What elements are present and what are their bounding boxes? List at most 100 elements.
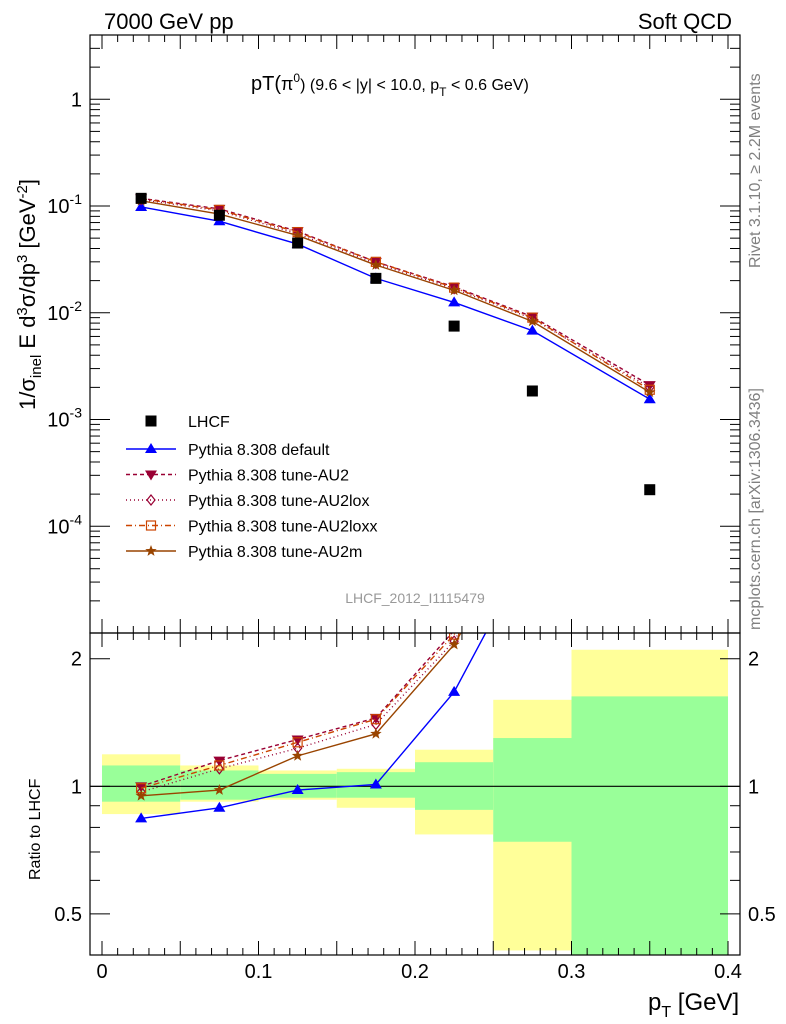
series-point-2-4 xyxy=(449,282,459,295)
data-point-2 xyxy=(292,237,304,249)
data-point-4 xyxy=(448,320,460,332)
legend-marker-4 xyxy=(145,545,157,556)
series-point-0-0 xyxy=(135,200,148,211)
legend-marker-3 xyxy=(145,520,157,531)
ratio-point-3-3 xyxy=(370,714,381,725)
ratio-series-4 xyxy=(135,633,462,801)
legend-label-0: Pythia 8.308 default xyxy=(188,442,330,459)
series-point-1-6 xyxy=(643,381,656,392)
x-tick-label: 0.4 xyxy=(714,961,742,983)
data-point-1 xyxy=(213,209,225,221)
legend-marker-0 xyxy=(145,443,157,453)
ratio-point-4-2 xyxy=(291,749,304,761)
legend-label-1: Pythia 8.308 tune-AU2 xyxy=(188,468,349,485)
rivet-version-label: Rivet 3.1.10, ≥ 2.2M events xyxy=(747,73,764,268)
series-line-4 xyxy=(141,200,651,393)
ratio-line-2 xyxy=(140,633,460,793)
ratio-tick-label-right: 0.5 xyxy=(748,904,776,926)
ratio-point-4-3 xyxy=(370,727,382,739)
ratio-point-3-1 xyxy=(214,760,225,771)
legend-entry-3: Pythia 8.308 tune-AU2loxx xyxy=(126,519,377,536)
legend-marker-data xyxy=(145,415,157,427)
ratio-tick-label: 0.5 xyxy=(54,904,82,926)
chart-title: pT(π0) (9.6 < |y| < 10.0, pT < 0.6 GeV) xyxy=(251,71,529,99)
data-point-0 xyxy=(135,192,147,204)
series-line-3 xyxy=(141,198,651,391)
series-line-1 xyxy=(141,197,651,386)
ratio-tick-label: 1 xyxy=(71,776,82,798)
y-axis-ticks: 1 10-1 10-2 10-3 10-4 xyxy=(47,34,740,634)
band-inner-6 xyxy=(571,696,728,955)
legend-entry-2: Pythia 8.308 tune-AU2lox xyxy=(126,493,369,510)
x-tick-label: 0.1 xyxy=(245,961,273,983)
ratio-point-0-3 xyxy=(369,778,382,789)
series-point-0-6 xyxy=(643,393,656,404)
series-point-0-4 xyxy=(448,296,461,307)
series-point-4-6 xyxy=(644,386,656,398)
y-tick-label: 10-3 xyxy=(47,405,82,432)
y-tick-label: 10-2 xyxy=(47,298,82,325)
x-axis-ticks: 0 0.1 0.2 0.3 0.4 xyxy=(96,633,742,983)
ratio-ticks: 0.5 0.5 1 1 2 2 xyxy=(54,649,776,956)
data-point-3 xyxy=(370,272,382,284)
series-0 xyxy=(135,200,656,404)
ratio-point-4-4 xyxy=(448,638,460,650)
ratio-plot: 0 0.1 0.2 0.3 0.4 0.5 0.5 1 1 2 2 xyxy=(54,632,776,983)
legend-marker-2 xyxy=(146,494,156,506)
series-point-4-2 xyxy=(291,229,304,241)
legend-entry-data: LHCF xyxy=(145,414,230,431)
ratio-point-1-1 xyxy=(213,756,226,767)
series-point-4-5 xyxy=(526,315,539,327)
ratio-point-0-0 xyxy=(135,812,148,823)
series-point-2-3 xyxy=(371,257,381,270)
x-axis-label: pT [GeV] xyxy=(648,989,739,1021)
ratio-series xyxy=(135,633,487,823)
ratio-line-3 xyxy=(140,633,456,789)
ratio-point-4-0 xyxy=(135,789,147,801)
ratio-series-0 xyxy=(135,633,487,823)
y-tick-label: 10-1 xyxy=(47,191,82,218)
legend-entry-1: Pythia 8.308 tune-AU2 xyxy=(126,468,349,485)
y-tick-label: 10-4 xyxy=(47,511,82,538)
legend-label-3: Pythia 8.308 tune-AU2loxx xyxy=(188,519,377,536)
ratio-point-3-2 xyxy=(292,737,303,748)
ratio-tick-label-right: 2 xyxy=(748,649,759,671)
series-4 xyxy=(135,194,656,398)
x-tick-label: 0.3 xyxy=(558,961,586,983)
legend-entry-0: Pythia 8.308 default xyxy=(126,442,330,459)
ratio-point-4-1 xyxy=(213,784,226,795)
series-point-4-3 xyxy=(370,259,382,270)
y-axis-label: 1/σinel E d3σ/dp3 [GeV-2] xyxy=(14,179,45,410)
ratio-tick-label: 2 xyxy=(71,649,82,671)
mcplots-credit-label: mcplots.cern.ch [arXiv:1306.3436] xyxy=(747,388,764,630)
data-points xyxy=(135,192,656,496)
legend-label-data: LHCF xyxy=(188,414,230,431)
ratio-tick-label-right: 1 xyxy=(748,776,759,798)
legend-label-4: Pythia 8.308 tune-AU2m xyxy=(188,544,362,561)
x-tick-label: 0.2 xyxy=(401,961,429,983)
uncertainty-bands xyxy=(102,649,728,955)
data-point-5 xyxy=(526,385,538,397)
data-point-6 xyxy=(644,484,656,496)
ratio-point-2-1 xyxy=(214,762,225,775)
legend-marker-1 xyxy=(145,470,157,481)
legend-label-2: Pythia 8.308 tune-AU2lox xyxy=(188,493,369,510)
legend-entry-4: Pythia 8.308 tune-AU2m xyxy=(126,544,362,561)
series-line-0 xyxy=(140,206,651,400)
analysis-id: LHCF_2012_I1115479 xyxy=(345,590,485,606)
ratio-point-0-1 xyxy=(213,801,226,812)
ratio-point-0-4 xyxy=(448,685,461,696)
main-plot: 1 10-1 10-2 10-3 10-4 xyxy=(47,34,741,634)
y-tick-label: 1 xyxy=(71,89,82,111)
band-inner-5 xyxy=(493,738,572,842)
header-process-label: Soft QCD xyxy=(638,9,732,34)
series-1 xyxy=(135,194,656,392)
x-tick-label: 0 xyxy=(96,961,107,983)
header-collision-label: 7000 GeV pp xyxy=(104,9,234,34)
series-line-2 xyxy=(141,198,651,388)
ratio-y-axis-label: Ratio to LHCF xyxy=(27,778,44,880)
legend: LHCF Pythia 8.308 default Pythia 8.308 tun… xyxy=(126,414,377,561)
ratio-point-0-2 xyxy=(291,784,304,795)
series-point-0-5 xyxy=(526,324,539,335)
